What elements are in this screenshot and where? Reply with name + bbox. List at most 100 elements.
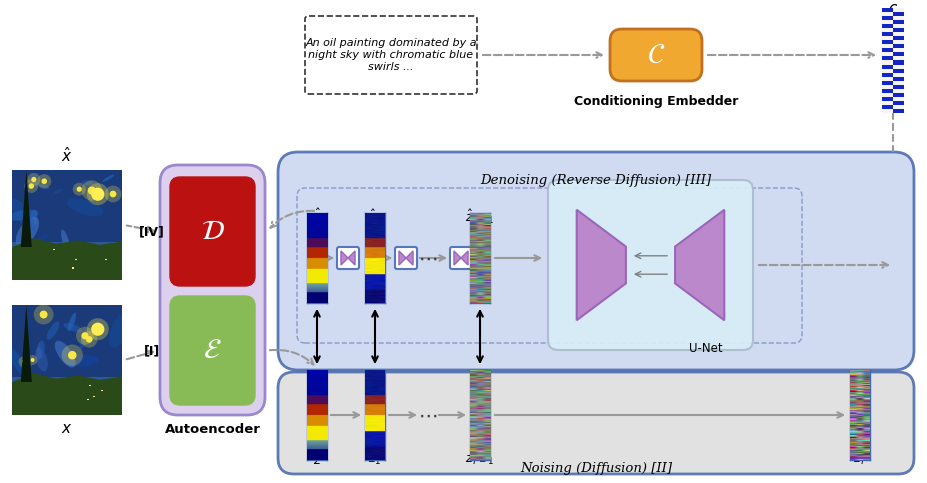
Text: $c$: $c$ xyxy=(887,1,897,16)
Polygon shape xyxy=(576,210,625,320)
Circle shape xyxy=(91,323,105,336)
Circle shape xyxy=(109,191,116,198)
Bar xyxy=(12,305,121,382)
FancyBboxPatch shape xyxy=(337,247,359,269)
Ellipse shape xyxy=(36,341,44,359)
Bar xyxy=(93,396,95,398)
Text: U-Net: U-Net xyxy=(688,342,721,355)
Bar xyxy=(105,259,107,260)
Ellipse shape xyxy=(80,329,88,349)
Ellipse shape xyxy=(53,189,63,194)
Circle shape xyxy=(19,356,30,367)
Ellipse shape xyxy=(19,364,32,368)
Circle shape xyxy=(40,311,47,318)
Circle shape xyxy=(86,336,93,342)
Ellipse shape xyxy=(55,341,75,368)
Bar xyxy=(12,170,121,247)
Polygon shape xyxy=(340,251,348,265)
Bar xyxy=(100,390,103,391)
Bar xyxy=(88,385,91,386)
Ellipse shape xyxy=(7,347,31,380)
Circle shape xyxy=(61,344,83,366)
Text: Denoising (Reverse Diffusion) [III]: Denoising (Reverse Diffusion) [III] xyxy=(480,174,711,187)
Circle shape xyxy=(42,178,47,184)
Polygon shape xyxy=(20,305,32,382)
Ellipse shape xyxy=(108,313,130,348)
Text: $\hat{z}_1$: $\hat{z}_1$ xyxy=(368,208,381,226)
Ellipse shape xyxy=(82,180,94,185)
Ellipse shape xyxy=(69,355,98,367)
Circle shape xyxy=(22,359,26,364)
Ellipse shape xyxy=(28,210,37,231)
Circle shape xyxy=(82,180,102,201)
Ellipse shape xyxy=(63,323,82,332)
FancyBboxPatch shape xyxy=(278,372,913,474)
FancyBboxPatch shape xyxy=(170,177,255,286)
Circle shape xyxy=(76,327,94,345)
Ellipse shape xyxy=(16,217,39,247)
Circle shape xyxy=(31,358,34,362)
Text: $\mathcal{D}$: $\mathcal{D}$ xyxy=(200,218,224,245)
Circle shape xyxy=(105,185,121,202)
Bar xyxy=(53,249,55,251)
Circle shape xyxy=(87,318,108,340)
Text: Noising (Diffusion) [II]: Noising (Diffusion) [II] xyxy=(519,462,671,475)
Polygon shape xyxy=(20,170,32,247)
FancyBboxPatch shape xyxy=(170,296,255,405)
Bar xyxy=(87,399,89,400)
Bar xyxy=(12,242,121,280)
Circle shape xyxy=(32,177,36,182)
FancyBboxPatch shape xyxy=(159,165,265,415)
Circle shape xyxy=(82,332,88,340)
Text: $\cdots$: $\cdots$ xyxy=(418,406,438,425)
Ellipse shape xyxy=(35,348,48,371)
FancyBboxPatch shape xyxy=(548,180,752,350)
Circle shape xyxy=(72,183,85,196)
FancyBboxPatch shape xyxy=(609,29,701,81)
Circle shape xyxy=(24,179,38,193)
Text: $\hat{z}$: $\hat{z}$ xyxy=(312,208,321,224)
Ellipse shape xyxy=(36,183,49,189)
Circle shape xyxy=(68,351,76,359)
Polygon shape xyxy=(461,251,467,265)
Circle shape xyxy=(77,186,82,192)
Polygon shape xyxy=(348,251,355,265)
Polygon shape xyxy=(453,251,461,265)
Text: $\cdots$: $\cdots$ xyxy=(418,248,438,268)
Circle shape xyxy=(28,355,37,365)
FancyBboxPatch shape xyxy=(450,247,472,269)
Text: [I]: [I] xyxy=(144,344,160,357)
Ellipse shape xyxy=(103,174,114,182)
Circle shape xyxy=(91,187,105,201)
Circle shape xyxy=(81,331,97,348)
FancyBboxPatch shape xyxy=(395,247,416,269)
Circle shape xyxy=(29,184,34,189)
Polygon shape xyxy=(674,210,723,320)
FancyBboxPatch shape xyxy=(305,16,476,94)
Circle shape xyxy=(88,186,95,195)
Ellipse shape xyxy=(40,339,44,355)
Text: $\hat{x}$: $\hat{x}$ xyxy=(61,146,72,165)
Circle shape xyxy=(37,174,51,188)
Ellipse shape xyxy=(32,174,37,185)
Bar xyxy=(72,268,74,269)
Text: An oil painting dominated by a
night sky with chromatic blue
swirls ...: An oil painting dominated by a night sky… xyxy=(305,39,476,71)
Polygon shape xyxy=(12,373,121,415)
Polygon shape xyxy=(12,238,121,280)
Text: $z_T$: $z_T$ xyxy=(852,454,867,467)
Ellipse shape xyxy=(67,199,103,216)
Text: $\mathcal{E}$: $\mathcal{E}$ xyxy=(203,337,222,364)
Ellipse shape xyxy=(46,322,59,340)
Text: Autoencoder: Autoencoder xyxy=(164,423,260,436)
Bar xyxy=(74,259,77,260)
Ellipse shape xyxy=(61,230,71,256)
Circle shape xyxy=(87,183,108,205)
Ellipse shape xyxy=(68,313,76,331)
Circle shape xyxy=(33,305,54,325)
Text: $\hat{z}_{T-1}$: $\hat{z}_{T-1}$ xyxy=(464,208,494,226)
Text: $\mathcal{C}$: $\mathcal{C}$ xyxy=(646,42,665,69)
Bar xyxy=(12,377,121,415)
Text: $z$: $z$ xyxy=(312,454,321,467)
Text: $z_1$: $z_1$ xyxy=(368,454,381,467)
Text: $x$: $x$ xyxy=(61,421,72,436)
